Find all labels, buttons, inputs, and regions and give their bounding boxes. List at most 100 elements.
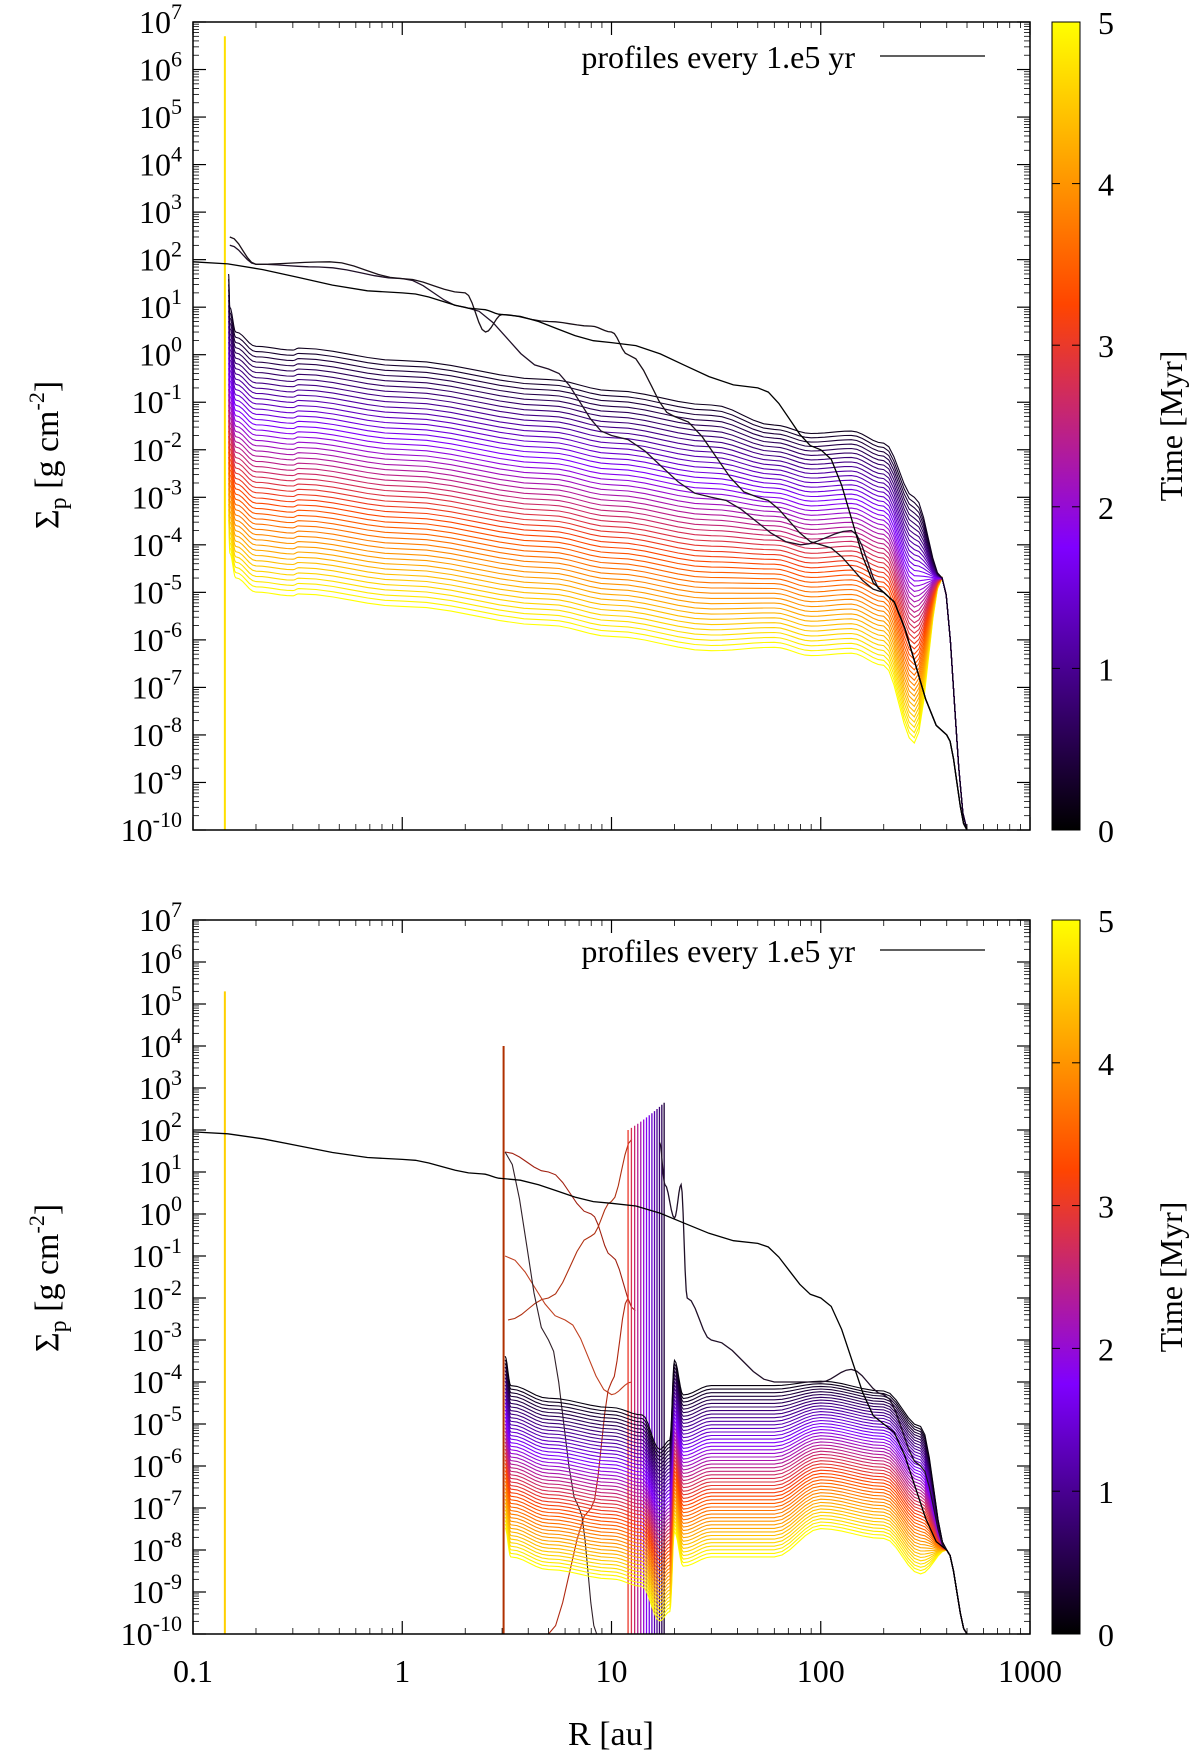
bottom-colorbar-ticks: 0 1 2 3 4 5 bbox=[1052, 903, 1114, 1653]
dust-profile bbox=[228, 498, 968, 830]
y-tick-label: 104 bbox=[139, 1023, 182, 1064]
bottom-y-tick-labels: 10-1010-910-810-710-610-510-410-310-210-… bbox=[121, 897, 182, 1652]
dust-profile bbox=[228, 399, 968, 830]
dust-profile bbox=[228, 441, 968, 830]
bottom-legend-label: profiles every 1.e5 yr bbox=[581, 933, 855, 969]
bottom-legend: profiles every 1.e5 yr bbox=[581, 933, 985, 969]
dust-profile bbox=[504, 1484, 968, 1634]
dust-profile bbox=[228, 284, 968, 830]
y-tick-label: 10-10 bbox=[121, 807, 182, 848]
bottom-colorbar: 0 1 2 3 4 5 Time [Myr] bbox=[1051, 903, 1189, 1653]
dust-profile bbox=[504, 1416, 968, 1634]
dust-profile bbox=[228, 425, 968, 830]
dust-profile bbox=[228, 273, 968, 830]
dust-profile bbox=[228, 488, 968, 830]
dust-profile bbox=[504, 1380, 968, 1634]
dust-profile bbox=[504, 1388, 968, 1634]
dust-profile bbox=[228, 320, 968, 830]
y-tick-label: 106 bbox=[139, 47, 182, 88]
dust-profile bbox=[504, 1513, 968, 1634]
top-colorbar-ticks: 0 1 2 3 4 5 bbox=[1052, 5, 1114, 849]
dust-profile bbox=[228, 404, 968, 830]
dust-profile bbox=[504, 1402, 968, 1634]
dust-profile bbox=[228, 368, 968, 830]
y-tick-label: 100 bbox=[139, 332, 182, 373]
dust-profile bbox=[228, 326, 968, 830]
dust-profile bbox=[504, 1405, 968, 1634]
dust-profile bbox=[228, 467, 968, 830]
dust-profile bbox=[504, 1463, 968, 1634]
y-tick-label: 102 bbox=[139, 1107, 182, 1148]
dust-profile bbox=[228, 294, 968, 830]
dust-profile bbox=[504, 1523, 968, 1634]
y-tick-label: 10-5 bbox=[132, 569, 182, 610]
y-tick-label: 10-10 bbox=[121, 1611, 182, 1652]
y-tick-label: 10-9 bbox=[132, 1569, 182, 1610]
y-tick-label: 10-6 bbox=[132, 1443, 182, 1484]
y-tick-label: 10-4 bbox=[132, 522, 182, 563]
dust-profile bbox=[504, 1495, 968, 1634]
colorbar-tick-label: 4 bbox=[1098, 1046, 1114, 1082]
y-tick-label: 102 bbox=[139, 237, 182, 278]
y-tick-label: 103 bbox=[139, 189, 182, 230]
y-tick-label: 106 bbox=[139, 939, 182, 980]
bottom-axis-ticks bbox=[192, 919, 1031, 1635]
y-tick-label: 10-2 bbox=[132, 427, 182, 468]
crossing-profile bbox=[548, 1297, 629, 1634]
dust-profile bbox=[228, 409, 968, 830]
colorbar-tick-label: 1 bbox=[1098, 1474, 1114, 1510]
y-tick-label: 10-7 bbox=[132, 664, 182, 705]
dust-profile bbox=[504, 1420, 968, 1634]
dust-profile bbox=[504, 1370, 968, 1634]
dust-profile bbox=[504, 1434, 968, 1634]
dust-profile bbox=[228, 477, 968, 830]
y-tick-label: 10-8 bbox=[132, 1527, 182, 1568]
bottom-panel-profiles bbox=[193, 991, 968, 1634]
dust-profile bbox=[504, 1355, 968, 1634]
dust-profile bbox=[228, 352, 968, 830]
crossing-profile bbox=[504, 1151, 598, 1634]
colorbar-tick-label: 3 bbox=[1098, 328, 1114, 364]
dust-profile bbox=[504, 1452, 968, 1634]
dust-profile bbox=[504, 1445, 968, 1634]
dust-profile bbox=[504, 1473, 968, 1634]
dust-profile bbox=[504, 1498, 968, 1634]
colorbar-tick-label: 3 bbox=[1098, 1189, 1114, 1225]
top-colorbar: 0 1 2 3 4 5 Time [Myr] bbox=[1051, 5, 1189, 849]
y-tick-label: 101 bbox=[139, 284, 182, 325]
colorbar-tick-label: 5 bbox=[1098, 903, 1114, 939]
bottom-x-tick-labels: 0.1 1 10 100 1000 bbox=[173, 1653, 1062, 1689]
dust-profile bbox=[228, 336, 968, 830]
dust-profile bbox=[504, 1455, 968, 1634]
dust-profile bbox=[504, 1395, 968, 1634]
dust-profile bbox=[228, 289, 968, 830]
dust-profile bbox=[504, 1373, 968, 1634]
dust-profile bbox=[504, 1502, 968, 1634]
y-tick-label: 105 bbox=[139, 94, 182, 135]
dust-profile bbox=[228, 347, 968, 830]
dust-profile bbox=[228, 357, 968, 830]
dust-profile bbox=[504, 1448, 968, 1634]
dust-profile bbox=[504, 1366, 968, 1634]
dust-profile bbox=[228, 509, 968, 830]
top-legend-label: profiles every 1.e5 yr bbox=[581, 39, 855, 75]
dust-profile bbox=[504, 1509, 968, 1634]
x-tick-label: 1000 bbox=[998, 1653, 1062, 1689]
dust-profile bbox=[504, 1459, 968, 1634]
colorbar-tick-label: 4 bbox=[1098, 167, 1114, 203]
y-tick-label: 10-4 bbox=[132, 1359, 182, 1400]
y-tick-label: 107 bbox=[139, 897, 182, 938]
x-tick-label: 10 bbox=[596, 1653, 628, 1689]
dust-profile bbox=[504, 1470, 968, 1634]
dust-profile bbox=[228, 315, 968, 830]
dust-profile bbox=[504, 1423, 968, 1634]
y-tick-label: 10-3 bbox=[132, 474, 182, 515]
y-tick-label: 10-1 bbox=[132, 379, 182, 420]
dust-profile bbox=[504, 1466, 968, 1634]
top-legend: profiles every 1.e5 yr bbox=[581, 39, 985, 75]
dust-profile bbox=[228, 483, 968, 830]
dust-profile bbox=[504, 1413, 968, 1634]
dust-profile bbox=[228, 456, 968, 830]
dust-profile bbox=[228, 472, 968, 830]
top-colorbar-label: Time [Myr] bbox=[1153, 351, 1189, 502]
